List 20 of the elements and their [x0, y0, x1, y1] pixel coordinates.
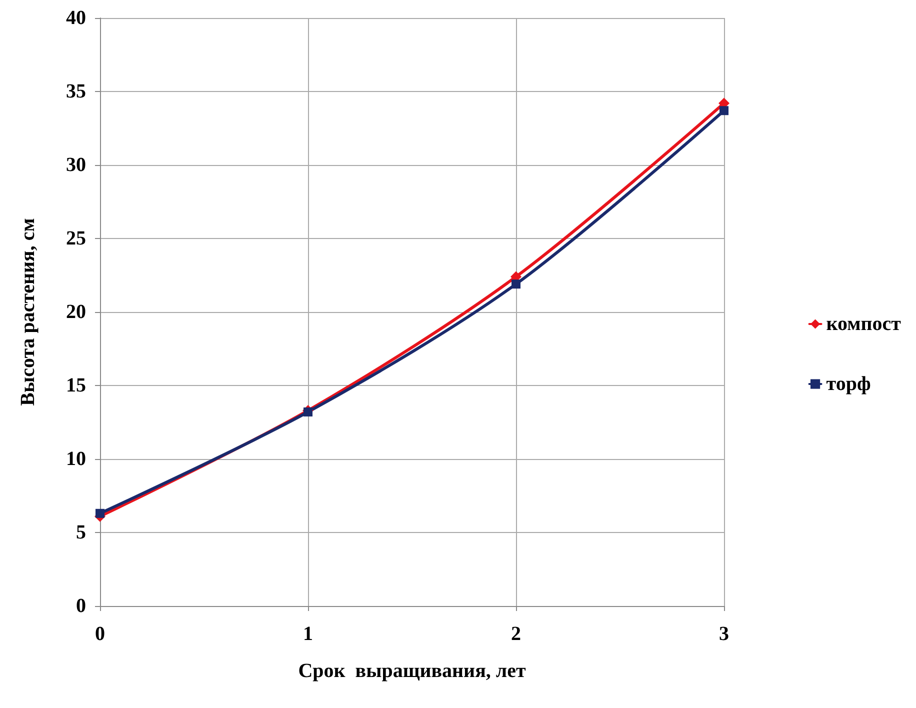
x-axis-title: Срок выращивания, лет: [298, 660, 526, 682]
y-tick-label: 5: [76, 522, 86, 544]
y-tick-label: 35: [66, 80, 86, 102]
y-tick-label: 0: [76, 595, 86, 617]
point: [720, 106, 728, 116]
x-tick-label: 3: [719, 623, 729, 645]
y-tick-label: 25: [66, 228, 86, 250]
x-tick-label: 2: [511, 623, 521, 645]
y-tick-label: 10: [66, 448, 86, 470]
y-tick-label: 30: [66, 154, 86, 176]
legend-label: торф: [826, 373, 871, 395]
point: [96, 508, 104, 518]
y-tick-label: 40: [66, 7, 86, 29]
x-tick-label: 0: [95, 623, 105, 645]
y-axis-title: Высота растения, см: [17, 218, 39, 406]
y-tick-label: 15: [66, 374, 86, 396]
x-tick-label: 1: [303, 623, 313, 645]
legend-label: компост: [826, 313, 902, 335]
y-tick-label: 20: [66, 301, 86, 323]
point: [512, 280, 520, 289]
